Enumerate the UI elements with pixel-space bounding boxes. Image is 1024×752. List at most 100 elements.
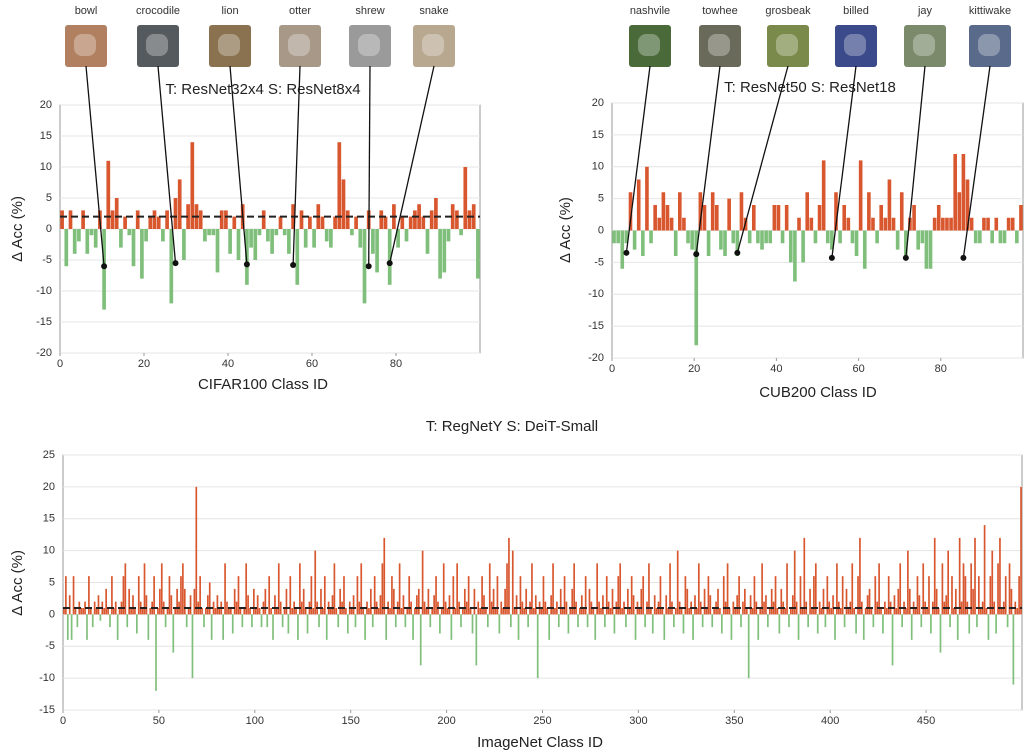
- bar: [469, 608, 472, 615]
- bar: [933, 537, 936, 615]
- bar: [523, 608, 526, 615]
- x-tick-label: 50: [153, 715, 165, 727]
- bar: [845, 588, 848, 615]
- bar: [834, 192, 838, 231]
- bar: [875, 230, 879, 244]
- x-tick-label: 350: [725, 715, 743, 727]
- bar: [252, 588, 255, 615]
- y-tick-label: -5: [42, 254, 52, 266]
- bar: [702, 205, 707, 231]
- bar: [793, 230, 797, 282]
- bar: [745, 608, 748, 615]
- bar: [552, 563, 554, 615]
- bar: [295, 608, 297, 615]
- bar: [951, 576, 953, 615]
- bar: [488, 563, 491, 615]
- bar: [391, 576, 393, 615]
- bar: [106, 160, 111, 229]
- bar: [358, 229, 363, 248]
- bar: [731, 230, 736, 244]
- bar: [421, 216, 426, 229]
- bar: [605, 576, 608, 615]
- bar: [814, 563, 817, 615]
- bar: [93, 601, 96, 615]
- bar: [739, 192, 744, 231]
- bar: [596, 563, 599, 615]
- bar: [358, 601, 361, 615]
- thumbnail-highlight: [146, 34, 168, 56]
- bar: [206, 595, 209, 615]
- bar: [713, 608, 716, 615]
- annotation-point: [386, 260, 393, 267]
- bar: [661, 192, 666, 231]
- bar: [95, 608, 98, 615]
- bar: [720, 614, 723, 634]
- bar: [237, 576, 240, 615]
- bar: [1016, 608, 1019, 615]
- bar: [281, 614, 284, 628]
- bar: [387, 229, 392, 285]
- bar: [261, 210, 266, 229]
- bar: [195, 486, 198, 615]
- bar: [949, 217, 953, 231]
- bar: [797, 217, 801, 231]
- bar: [186, 204, 190, 229]
- bar: [920, 614, 923, 628]
- bar: [291, 608, 294, 615]
- bar: [434, 198, 438, 229]
- bar: [312, 608, 315, 615]
- bar: [93, 229, 98, 248]
- bar: [429, 614, 432, 628]
- bar: [369, 588, 372, 615]
- thumbnail-label: billed: [843, 5, 869, 17]
- x-tick-label: 450: [917, 715, 935, 727]
- bar: [776, 608, 779, 615]
- bar: [201, 608, 203, 615]
- bar: [253, 229, 258, 260]
- bar: [676, 550, 679, 615]
- bar: [922, 563, 925, 615]
- bar: [1015, 230, 1019, 244]
- bar: [964, 576, 967, 615]
- bar: [826, 576, 829, 615]
- thumbnail: [629, 25, 671, 67]
- bar: [172, 614, 175, 653]
- bar: [822, 588, 825, 615]
- bar: [337, 614, 340, 628]
- bar: [446, 229, 451, 242]
- bar: [534, 595, 537, 615]
- bar: [477, 601, 480, 615]
- bar: [515, 595, 518, 615]
- bar: [350, 229, 354, 236]
- thumbnail-highlight: [422, 34, 444, 56]
- bar: [222, 614, 224, 640]
- bar: [479, 608, 482, 615]
- bar: [764, 230, 768, 244]
- bar: [249, 229, 253, 248]
- annotation-line: [736, 65, 789, 253]
- bar: [232, 216, 237, 229]
- bar: [304, 608, 307, 615]
- bar: [77, 229, 81, 242]
- bar: [490, 601, 493, 615]
- bar: [563, 576, 566, 615]
- bar: [439, 614, 441, 634]
- bar: [467, 210, 472, 229]
- bar: [102, 229, 106, 310]
- bar: [651, 614, 654, 634]
- y-tick-label: -20: [36, 347, 52, 359]
- bar: [211, 229, 216, 236]
- bar: [813, 576, 815, 615]
- bar: [830, 608, 833, 615]
- bar: [70, 614, 73, 640]
- bar: [187, 608, 190, 615]
- bar: [241, 614, 244, 628]
- bar: [638, 608, 641, 615]
- bar: [799, 576, 802, 615]
- bar: [972, 588, 974, 615]
- bar: [180, 576, 182, 615]
- bar: [653, 595, 656, 615]
- bar: [431, 608, 434, 615]
- annotation-point: [172, 260, 179, 267]
- bar: [279, 601, 282, 615]
